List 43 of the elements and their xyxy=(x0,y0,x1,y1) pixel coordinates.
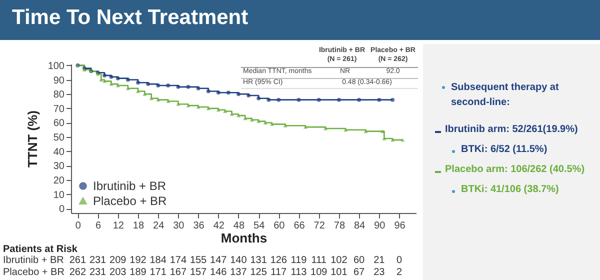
text: Ibrutinib + BR xyxy=(3,255,64,266)
y-tick-label: 60 xyxy=(53,118,65,130)
x-tick-label: 36 xyxy=(193,220,205,232)
legend-label: Placebo + BR xyxy=(93,194,168,208)
x-tick-label: 60 xyxy=(274,220,286,232)
y-tick-label: 10 xyxy=(53,190,65,201)
y-tick-label: 70 xyxy=(53,104,65,115)
text: BTKi: 6/52 (11.5%) xyxy=(461,144,548,155)
y-tick-label: 50 xyxy=(53,132,65,144)
x-tick-label: 24 xyxy=(153,220,165,232)
y-tick-label: 90 xyxy=(53,75,65,86)
x-tick-label: 18 xyxy=(132,220,144,232)
legend-label: Ibrutinib + BR xyxy=(93,179,166,193)
x-tick-label: 72 xyxy=(314,220,326,232)
y-tick-label: 40 xyxy=(53,146,65,158)
y-tick-label: 30 xyxy=(53,161,65,172)
x-tick-label: 84 xyxy=(354,220,366,232)
y-tick-label: 80 xyxy=(53,90,65,101)
x-tick-label: 96 xyxy=(394,220,406,232)
x-tick-label: 90 xyxy=(374,220,386,232)
text: Subsequent therapy at second-line: xyxy=(451,81,560,110)
text: 261 231 209 192 184 174 155 147 140 131 126 119 111 102 60 21 0 xyxy=(69,255,402,266)
x-tick-label: 6 xyxy=(96,220,102,232)
x-tick-label: 78 xyxy=(334,220,346,232)
x-tick-label: 12 xyxy=(112,220,124,232)
text: Placebo + BR xyxy=(3,267,64,278)
y-tick-label: 100 xyxy=(48,60,65,72)
text: 262 231 203 189 171 167 157 146 137 125 117 113 109 101 67 23 2 xyxy=(69,267,402,278)
x-tick-label: 54 xyxy=(254,220,266,232)
y-tick-label: 20 xyxy=(53,176,65,187)
text: Ibrutinib arm: 52/261(19.9%) xyxy=(445,124,578,135)
y-axis-title: TTNT (%) xyxy=(24,110,40,168)
text: Patients at Risk xyxy=(3,244,78,255)
y-tick-label: 0 xyxy=(58,204,65,216)
x-tick-label: 0 xyxy=(75,220,82,232)
x-axis-title: Months xyxy=(220,230,268,246)
x-tick-label: 30 xyxy=(173,220,185,232)
x-tick-label: 66 xyxy=(294,220,306,232)
text: BTKi: 41/106 (38.7%) xyxy=(461,184,559,195)
x-tick-label: 48 xyxy=(233,220,245,232)
text: Placebo arm: 106/262 (40.5%) xyxy=(445,164,585,175)
chart-title: Time To Next Treatment xyxy=(12,6,248,30)
x-tick-label: 42 xyxy=(213,220,225,232)
